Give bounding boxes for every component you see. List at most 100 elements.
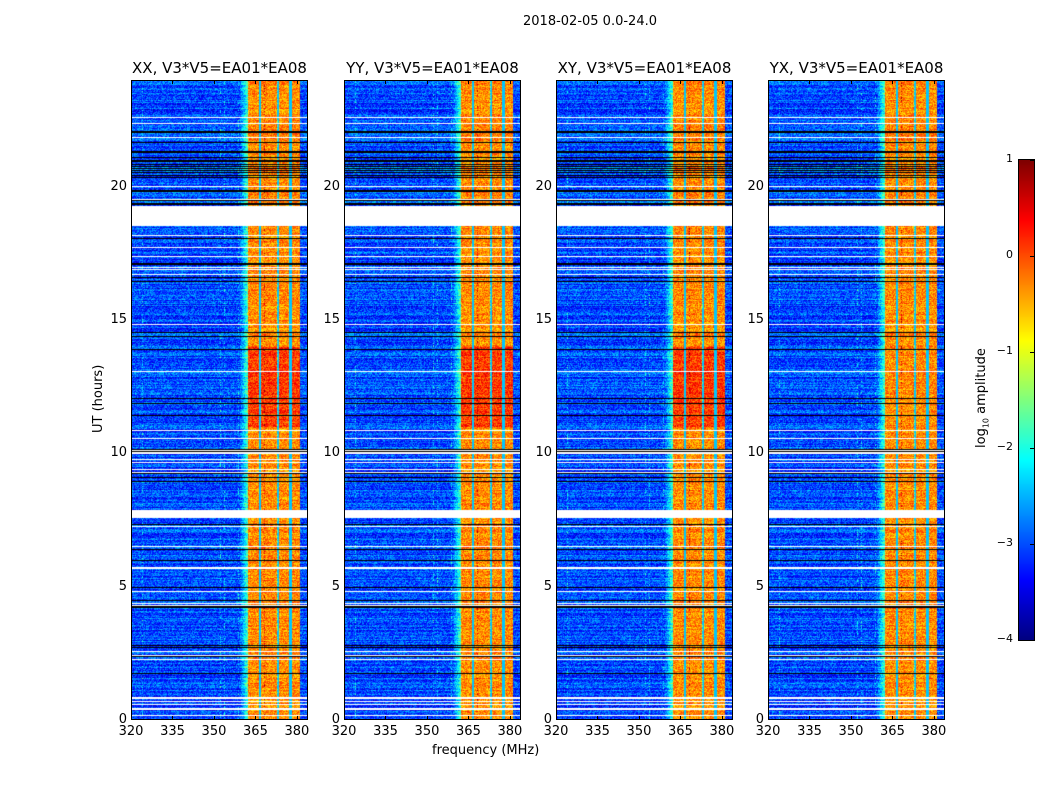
figure-title: 2018-02-05 0.0-24.0 [523, 14, 657, 29]
colorbar-tick-label: −3 [996, 536, 1013, 549]
x-tick-mark [426, 716, 428, 720]
colorbar-tick-mark [1030, 256, 1034, 257]
x-tick-mark [509, 80, 511, 84]
y-axis-label: UT (hours) [91, 364, 106, 433]
panel-title: XY, V3*V5=EA01*EA08 [557, 59, 732, 77]
y-tick-label: 5 [543, 578, 552, 594]
x-tick-mark [213, 80, 215, 84]
x-tick-mark [255, 80, 257, 84]
y-tick-label: 10 [747, 445, 764, 461]
x-tick-label: 350 [201, 724, 227, 739]
colorbar-gradient [1019, 160, 1034, 640]
x-tick-label: 335 [373, 724, 398, 739]
colorbar-label: log10 amplitude [974, 348, 991, 448]
y-tick-label: 15 [110, 312, 127, 327]
x-tick-mark [468, 80, 470, 84]
x-tick-label: 320 [543, 724, 569, 739]
y-tick-label: 0 [755, 712, 764, 727]
x-tick-mark [597, 80, 599, 84]
x-tick-mark [892, 716, 894, 720]
x-tick-mark [933, 80, 935, 84]
x-tick-label: 350 [838, 724, 864, 739]
x-tick-mark [638, 716, 640, 720]
x-tick-mark [850, 80, 852, 84]
x-tick-mark [809, 80, 811, 84]
x-tick-mark [892, 80, 894, 84]
panel-title: YX, V3*V5=EA01*EA08 [769, 59, 944, 77]
x-axis-label: frequency (MHz) [432, 743, 540, 758]
x-tick-mark [344, 716, 345, 720]
x-tick-mark [680, 80, 682, 84]
colorbar-tick-label: −4 [996, 632, 1013, 645]
x-tick-mark [131, 80, 132, 84]
colorbar-tick-mark [1030, 160, 1034, 161]
x-tick-mark [768, 716, 769, 720]
y-tick-label: 20 [323, 178, 340, 194]
x-tick-mark [509, 716, 511, 720]
x-tick-label: 320 [118, 724, 144, 739]
y-tick-label: 0 [118, 712, 127, 727]
panel-title: XX, V3*V5=EA01*EA08 [132, 59, 307, 77]
x-tick-label: 335 [585, 724, 610, 739]
x-tick-mark [721, 716, 723, 720]
x-tick-mark [556, 716, 557, 720]
y-tick-label: 15 [535, 312, 552, 327]
x-tick-label: 335 [160, 724, 185, 739]
colorbar-tick-label: 0 [1006, 248, 1013, 261]
colorbar-tick-mark [1030, 640, 1034, 641]
x-tick-mark [597, 716, 599, 720]
x-tick-label: 350 [414, 724, 440, 739]
x-tick-label: 380 [709, 724, 735, 739]
x-tick-label: 380 [921, 724, 947, 739]
x-tick-mark [850, 716, 852, 720]
y-tick-label: 5 [331, 578, 340, 594]
heatmap-image [131, 80, 308, 720]
y-tick-label: 15 [323, 312, 340, 327]
x-tick-label: 365 [880, 724, 905, 739]
x-tick-mark [721, 80, 723, 84]
x-tick-mark [344, 80, 345, 84]
y-tick-label: 5 [755, 578, 764, 594]
colorbar-tick-label: −1 [996, 344, 1013, 357]
x-tick-label: 320 [755, 724, 781, 739]
x-tick-mark [213, 716, 215, 720]
x-tick-label: 320 [331, 724, 357, 739]
heatmap-image [768, 80, 945, 720]
x-tick-mark [296, 716, 298, 720]
y-tick-label: 5 [118, 578, 127, 594]
colorbar-tick-mark [1030, 352, 1034, 353]
y-tick-label: 10 [323, 445, 340, 461]
y-tick-label: 20 [535, 178, 552, 194]
y-tick-label: 0 [331, 712, 340, 727]
x-tick-mark [680, 716, 682, 720]
heatmap-image [344, 80, 521, 720]
y-tick-label: 20 [110, 178, 127, 194]
colorbar-tick-label: 1 [1006, 152, 1013, 165]
colorbar-tick-mark [1030, 544, 1034, 545]
x-tick-mark [131, 716, 132, 720]
x-tick-mark [933, 716, 935, 720]
y-tick-label: 10 [535, 445, 552, 461]
heatmap-image [556, 80, 733, 720]
y-tick-label: 20 [747, 178, 764, 194]
colorbar-tick-label: −2 [996, 440, 1013, 453]
panel-title: YY, V3*V5=EA01*EA08 [346, 59, 519, 77]
x-tick-mark [385, 80, 387, 84]
x-tick-mark [172, 716, 174, 720]
x-tick-label: 350 [626, 724, 652, 739]
x-tick-mark [768, 80, 769, 84]
x-tick-mark [809, 716, 811, 720]
x-tick-label: 365 [456, 724, 481, 739]
x-tick-mark [255, 716, 257, 720]
y-tick-label: 15 [747, 312, 764, 327]
x-tick-mark [296, 80, 298, 84]
x-tick-mark [172, 80, 174, 84]
y-tick-label: 10 [110, 445, 127, 461]
x-tick-mark [468, 716, 470, 720]
x-tick-label: 380 [497, 724, 523, 739]
x-tick-label: 365 [668, 724, 693, 739]
colorbar-tick-mark [1030, 448, 1034, 449]
x-tick-label: 365 [243, 724, 268, 739]
y-tick-label: 0 [543, 712, 552, 727]
